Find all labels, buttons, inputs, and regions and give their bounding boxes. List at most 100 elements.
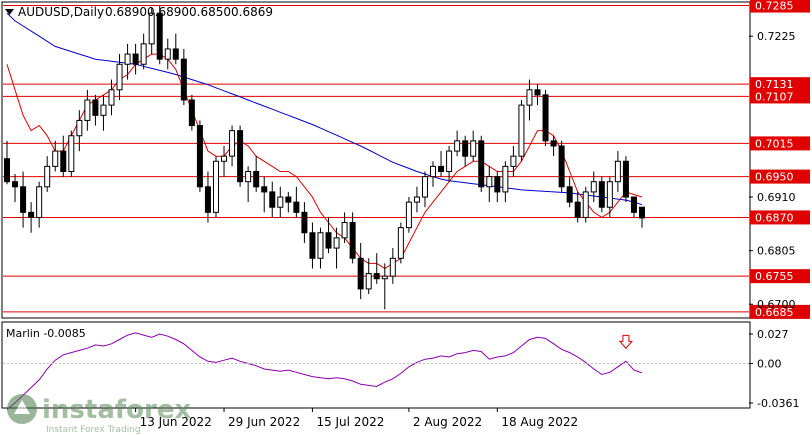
price-tick-label: 0.6805 (757, 245, 796, 258)
candle-body (164, 48, 171, 60)
indicator-pane-border (1, 321, 751, 409)
level-badge (750, 269, 810, 284)
sell-signal-arrow-icon (618, 334, 634, 350)
candle-body (172, 48, 179, 60)
ohlc-high: 0.6890 (147, 5, 189, 19)
level-badge (750, 136, 810, 151)
candle-body (261, 186, 268, 193)
marlin-oscillator (3, 332, 749, 410)
level-label: 0.6685 (755, 306, 794, 319)
candle-body (253, 170, 260, 188)
level-label: 0.6755 (755, 270, 794, 283)
candle-body (462, 140, 469, 157)
candle-body (196, 125, 203, 188)
candle-body (357, 257, 364, 290)
candle-body (60, 150, 67, 172)
slow-ma-line (6, 12, 643, 206)
oscillator-line (6, 332, 643, 410)
candle-body (237, 130, 244, 183)
candle-body (221, 155, 228, 162)
candle-body (4, 158, 10, 183)
symbol-dropdown-icon[interactable] (5, 9, 14, 15)
indicator-tick-label: 0.027 (757, 328, 789, 341)
candle-body (245, 170, 252, 183)
time-tick-label: 13 Jun 2022 (140, 415, 212, 429)
indicator-axis: 0.027 0.00 -0.0361 (749, 328, 799, 410)
candle-body (389, 257, 396, 277)
candle-body (639, 206, 645, 219)
candle-body (478, 140, 485, 188)
level-badge (750, 169, 810, 184)
candle-body (526, 89, 533, 106)
candle-body (301, 211, 308, 234)
candle-body (630, 196, 637, 213)
candle-body (598, 181, 605, 208)
candle-body (333, 237, 340, 249)
candle-body (381, 275, 388, 280)
time-tick-label: 2 Aug 2022 (413, 415, 482, 429)
level-label: 0.7107 (755, 90, 794, 103)
indicator-label: Marlin -0.0085 (6, 327, 86, 340)
ohlc-open: 0.6890 (105, 5, 147, 19)
ohlc-close: 0.6869 (231, 5, 273, 19)
candle-body (566, 186, 573, 203)
level-label: 0.7285 (755, 0, 794, 13)
candle-body (486, 176, 493, 188)
chart-header: AUDUSD,Daily 0.6890 0.6890 0.6850 0.6869 (5, 5, 273, 19)
time-tick-label: 18 Aug 2022 (501, 415, 578, 429)
candle-body (373, 273, 380, 280)
candle-body (68, 135, 75, 172)
candle-body (293, 201, 300, 213)
candle-body (28, 211, 35, 218)
ohlc-low: 0.6850 (189, 5, 231, 19)
candle-body (204, 186, 211, 213)
candle-body (132, 53, 139, 65)
candle-body (518, 104, 525, 157)
price-tick-label: 0.6700 (757, 298, 796, 311)
candle-body (52, 150, 59, 167)
watermark-tagline: Instant Forex Trading (46, 425, 141, 435)
candle-body (12, 181, 19, 188)
level-label: 0.6950 (755, 171, 794, 184)
candle-body (116, 63, 123, 91)
candle-body (76, 119, 83, 137)
candle-body (622, 160, 629, 198)
candle-body (365, 273, 372, 290)
level-badge (750, 0, 810, 13)
candle-body (325, 232, 332, 249)
candle-body (100, 104, 107, 116)
level-badge (750, 210, 810, 225)
candle-body (269, 191, 276, 208)
level-label: 0.7015 (755, 137, 794, 150)
candle-body (188, 99, 195, 127)
candle-body (229, 130, 236, 157)
candle-body (148, 12, 155, 45)
candle-body (430, 165, 437, 178)
candle-body (44, 165, 51, 188)
candle-body (606, 181, 613, 208)
watermark-brand: instaforex (42, 395, 192, 425)
candle-body (285, 196, 292, 203)
candle-body (590, 181, 597, 193)
level-label: 0.6870 (755, 211, 794, 224)
level-badge (750, 77, 810, 92)
candle-body (277, 196, 284, 208)
candle-body (582, 191, 589, 218)
level-label: 0.7131 (755, 78, 794, 91)
horizontal-levels (3, 5, 749, 313)
candle-body (446, 150, 453, 172)
candle-body (309, 232, 316, 259)
candle-body (92, 99, 99, 116)
candle-body (542, 94, 549, 142)
indicator-tick-label: 0.00 (757, 358, 782, 371)
candle-body (36, 186, 43, 218)
candle-body (574, 201, 581, 218)
time-axis: 13 Jun 2022 29 Jun 2022 15 Jul 2022 2 Aug 2… (135, 408, 578, 429)
indicator-pane[interactable]: 0.027 0.00 -0.0361 Marlin -0.0085 (1, 321, 799, 410)
watermark: instaforex Instant Forex Trading (7, 394, 192, 435)
candle-body (413, 196, 420, 203)
candle-body (494, 176, 501, 193)
candle-body (180, 58, 187, 101)
